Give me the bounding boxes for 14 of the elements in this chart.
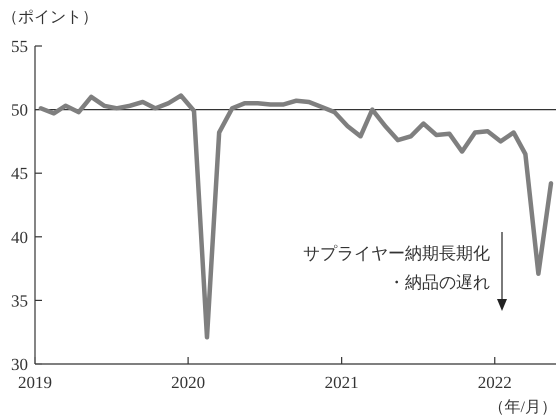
x-tick-label: 2021 <box>324 373 359 392</box>
annotation: ・納品の遅れ <box>388 273 490 292</box>
annotation: サプライヤー納期長期化 <box>303 244 490 263</box>
x-tick-label: 2019 <box>18 373 52 392</box>
y-tick-label: 40 <box>11 228 28 247</box>
x-tick-label: 2020 <box>171 373 206 392</box>
y-tick-label: 55 <box>11 37 28 56</box>
x-axis-title: （年/月） <box>488 399 557 416</box>
y-tick-label: 30 <box>11 355 28 374</box>
y-tick-label: 45 <box>11 164 28 184</box>
y-tick-label: 50 <box>11 100 28 120</box>
y-tick-label: 35 <box>11 291 28 310</box>
y-axis-title: （ポイント） <box>2 9 98 26</box>
x-tick-label: 2022 <box>478 373 512 392</box>
